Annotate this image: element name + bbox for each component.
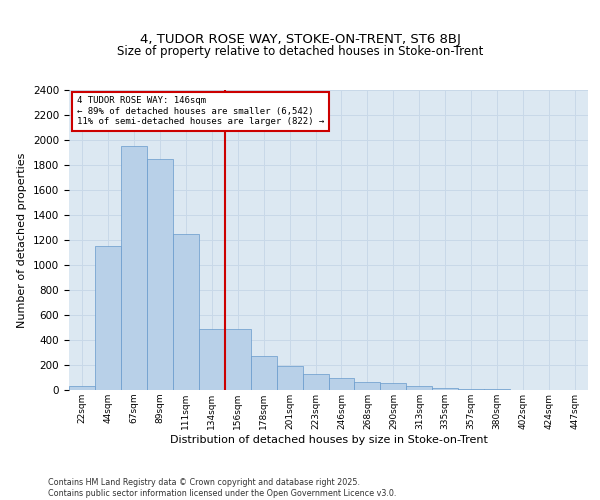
Bar xyxy=(251,356,277,390)
Bar xyxy=(95,246,121,390)
Bar xyxy=(329,378,355,390)
Bar xyxy=(380,383,406,390)
Bar xyxy=(147,159,173,390)
Bar xyxy=(433,388,458,390)
Bar xyxy=(355,382,380,390)
Text: Contains HM Land Registry data © Crown copyright and database right 2025.
Contai: Contains HM Land Registry data © Crown c… xyxy=(48,478,397,498)
Bar xyxy=(225,329,251,390)
Bar xyxy=(406,386,432,390)
Y-axis label: Number of detached properties: Number of detached properties xyxy=(17,152,28,328)
Text: 4 TUDOR ROSE WAY: 146sqm
← 89% of detached houses are smaller (6,542)
11% of sem: 4 TUDOR ROSE WAY: 146sqm ← 89% of detach… xyxy=(77,96,324,126)
Bar xyxy=(199,329,224,390)
Text: Size of property relative to detached houses in Stoke-on-Trent: Size of property relative to detached ho… xyxy=(117,45,483,58)
Bar xyxy=(121,146,147,390)
Bar xyxy=(69,386,95,390)
Text: 4, TUDOR ROSE WAY, STOKE-ON-TRENT, ST6 8BJ: 4, TUDOR ROSE WAY, STOKE-ON-TRENT, ST6 8… xyxy=(140,32,460,46)
Bar xyxy=(173,234,199,390)
Bar xyxy=(277,366,302,390)
X-axis label: Distribution of detached houses by size in Stoke-on-Trent: Distribution of detached houses by size … xyxy=(170,434,487,444)
Bar xyxy=(458,389,484,390)
Bar xyxy=(302,374,329,390)
